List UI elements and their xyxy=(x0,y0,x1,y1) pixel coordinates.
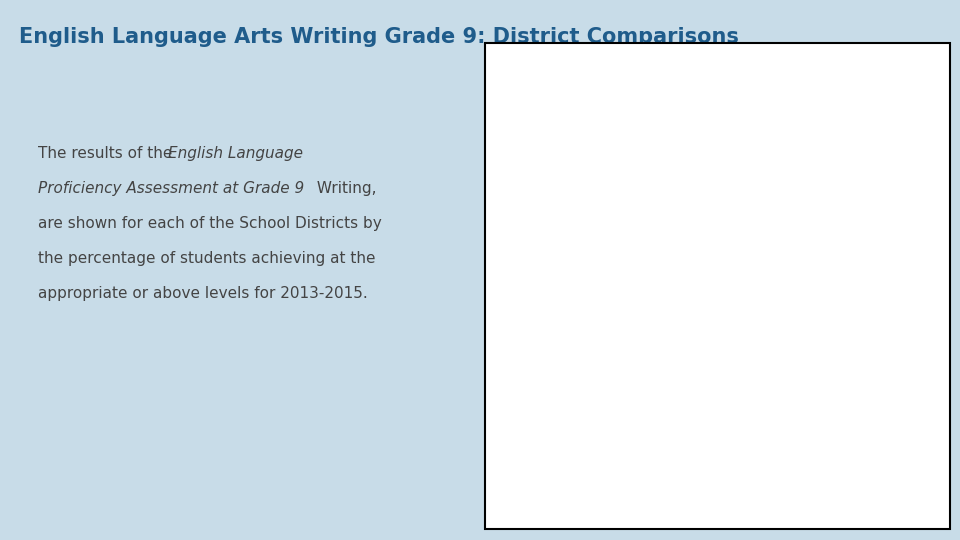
Bar xyxy=(487,480,497,494)
Text: Writing,: Writing, xyxy=(312,181,376,196)
Text: English Language: English Language xyxy=(168,146,303,161)
Text: ASD- S
(*N=1652): ASD- S (*N=1652) xyxy=(721,440,770,458)
Bar xyxy=(487,458,497,472)
Text: 82,4: 82,4 xyxy=(899,460,921,470)
Bar xyxy=(713,262,731,429)
Text: 89,5: 89,5 xyxy=(817,482,838,492)
Text: Proficiency Assessment at Grade 9: Proficiency Assessment at Grade 9 xyxy=(38,181,304,196)
Bar xyxy=(827,245,844,429)
Text: ASD-E
(*N=1178): ASD-E (*N=1178) xyxy=(639,440,688,458)
Bar xyxy=(573,255,590,429)
Text: ASD-N
(*N=628): ASD-N (*N=628) xyxy=(561,440,603,458)
Text: appropriate or above levels for 2013-2015.: appropriate or above levels for 2013-201… xyxy=(38,286,368,301)
Bar xyxy=(792,261,809,429)
Text: ASD-W
(*N=1745): ASD-W (*N=1745) xyxy=(804,440,852,458)
Text: 90,7: 90,7 xyxy=(899,504,921,514)
Text: English Language Arts Writing Grade 9: District Comparisons: English Language Arts Writing Grade 9: D… xyxy=(19,27,739,47)
Text: 91,1: 91,1 xyxy=(653,504,674,514)
Bar xyxy=(635,259,652,429)
Text: 89,1: 89,1 xyxy=(734,482,756,492)
Text: 87,6: 87,6 xyxy=(653,482,675,492)
Bar xyxy=(888,251,905,429)
Text: The results of the: The results of the xyxy=(38,146,178,161)
Text: the percentage of students achieving at the: the percentage of students achieving at … xyxy=(38,251,376,266)
Text: are shown for each of the School Districts by: are shown for each of the School Distric… xyxy=(38,216,382,231)
Bar xyxy=(556,269,573,429)
Text: 91,9: 91,9 xyxy=(734,504,756,514)
Bar xyxy=(652,252,669,429)
Bar xyxy=(731,249,748,429)
Bar xyxy=(905,246,923,429)
Text: 79: 79 xyxy=(575,460,588,470)
Text: 87,6: 87,6 xyxy=(571,504,592,514)
Text: 2014: 2014 xyxy=(500,482,524,492)
Bar xyxy=(871,262,888,429)
Bar xyxy=(809,248,827,429)
Bar xyxy=(487,502,497,516)
Text: 2015*: 2015* xyxy=(500,504,529,514)
Text: 86,2: 86,2 xyxy=(571,482,592,492)
Text: Province
(*N=5433): Province (*N=5433) xyxy=(885,440,934,458)
Bar xyxy=(590,252,608,429)
Text: 2013: 2013 xyxy=(500,460,524,470)
Bar xyxy=(748,243,765,429)
Text: 84,1: 84,1 xyxy=(653,460,674,470)
Text: 83,2: 83,2 xyxy=(817,460,838,470)
Text: 88,2: 88,2 xyxy=(899,482,921,492)
Text: 91,1: 91,1 xyxy=(817,504,838,514)
Text: English Language Proficiency Assessment:
Writing
Percentage of Students at Appro: English Language Proficiency Assessment:… xyxy=(576,85,859,158)
Text: 82,4: 82,4 xyxy=(734,460,756,470)
Bar xyxy=(669,245,686,429)
